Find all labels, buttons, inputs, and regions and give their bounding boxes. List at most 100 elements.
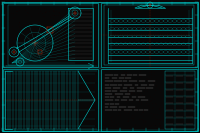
Point xyxy=(5,35,8,37)
Point xyxy=(166,37,170,40)
Point xyxy=(91,81,94,83)
Point xyxy=(136,66,139,69)
Point xyxy=(101,73,104,75)
Point xyxy=(94,114,97,116)
Point xyxy=(82,41,85,43)
Point xyxy=(187,86,190,88)
Point xyxy=(62,35,65,37)
Point xyxy=(83,34,86,36)
Point xyxy=(6,47,9,49)
Point xyxy=(124,132,127,133)
Point xyxy=(37,27,40,29)
Point xyxy=(97,62,100,65)
Point xyxy=(22,86,25,88)
Point xyxy=(142,5,145,7)
Point xyxy=(17,101,20,103)
Point xyxy=(76,1,79,3)
Point xyxy=(80,53,83,55)
Point xyxy=(26,25,29,27)
Point xyxy=(172,47,175,49)
Point xyxy=(81,0,84,2)
Point xyxy=(173,91,176,93)
Point xyxy=(8,107,11,109)
Point xyxy=(144,59,147,61)
Point xyxy=(184,35,187,37)
Point xyxy=(102,30,105,33)
Point xyxy=(43,53,46,56)
Point xyxy=(164,20,167,22)
Point xyxy=(160,97,163,99)
Point xyxy=(0,132,3,133)
Point xyxy=(144,55,147,57)
Point xyxy=(38,110,41,112)
Point xyxy=(49,64,52,66)
Point xyxy=(109,43,112,46)
Point xyxy=(22,129,26,131)
Point xyxy=(0,89,3,91)
Point xyxy=(1,8,4,11)
Point xyxy=(55,32,59,34)
Point xyxy=(19,93,22,95)
Point xyxy=(79,129,82,131)
Point xyxy=(145,77,148,79)
Point xyxy=(99,55,103,57)
Point xyxy=(177,77,180,79)
Point xyxy=(31,38,34,40)
Point xyxy=(88,85,91,87)
Point xyxy=(182,121,185,123)
Point xyxy=(189,0,192,2)
Point xyxy=(186,101,189,103)
Point xyxy=(177,36,180,38)
Point xyxy=(174,109,177,111)
Point xyxy=(34,45,37,47)
Point xyxy=(189,9,192,11)
Point xyxy=(73,79,76,82)
Point xyxy=(64,83,67,85)
Point xyxy=(24,57,27,59)
Point xyxy=(51,124,54,126)
Point xyxy=(26,95,30,98)
Point xyxy=(146,28,150,30)
Point xyxy=(65,9,69,11)
Point xyxy=(35,123,38,125)
Point xyxy=(115,88,118,90)
Point xyxy=(45,104,48,106)
Point xyxy=(155,112,159,115)
Point xyxy=(64,46,67,48)
Point xyxy=(93,82,96,84)
Point xyxy=(99,36,102,38)
Point xyxy=(41,109,44,111)
Point xyxy=(113,19,116,21)
Point xyxy=(24,93,27,95)
Point xyxy=(162,82,165,84)
Point xyxy=(74,42,77,44)
Point xyxy=(119,42,122,44)
Point xyxy=(4,107,7,109)
Point xyxy=(112,120,116,122)
Point xyxy=(169,88,172,91)
Point xyxy=(125,67,128,69)
Point xyxy=(143,32,146,34)
Point xyxy=(45,8,48,10)
Point xyxy=(185,98,188,100)
Point xyxy=(7,55,10,57)
Point xyxy=(60,93,63,96)
Point xyxy=(12,38,15,40)
Point xyxy=(172,51,175,53)
Point xyxy=(39,59,42,61)
Point xyxy=(190,103,193,105)
Point xyxy=(125,74,128,76)
Point xyxy=(143,90,146,92)
Point xyxy=(3,83,6,85)
Point xyxy=(32,119,35,121)
Point xyxy=(186,35,190,37)
Point xyxy=(164,52,168,55)
Point xyxy=(113,22,117,24)
Point xyxy=(130,34,133,36)
Point xyxy=(181,16,185,18)
Point xyxy=(171,21,174,23)
Point xyxy=(174,48,178,50)
Point xyxy=(151,132,154,133)
Point xyxy=(54,50,57,52)
Point xyxy=(46,38,49,40)
